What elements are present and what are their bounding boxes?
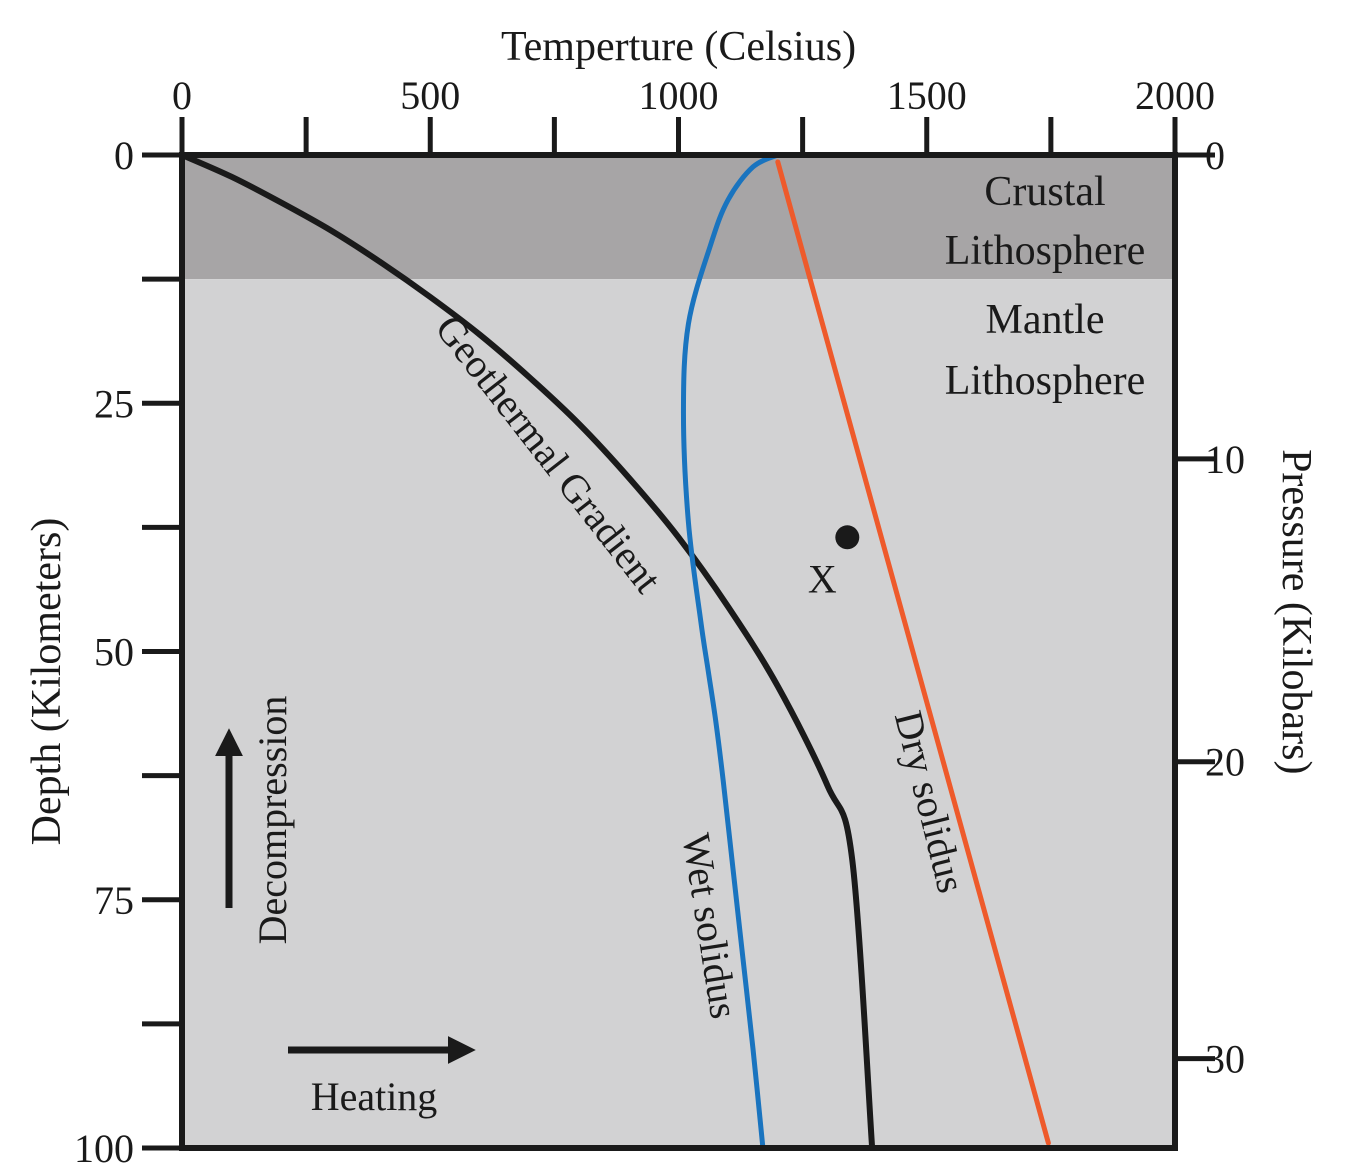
- y-tick-label-4: 100: [74, 1126, 134, 1171]
- x-tick-label-1: 500: [400, 73, 460, 118]
- pressure-axis-title: Pressure (Kilobars): [1273, 449, 1319, 774]
- y-tick-label-2: 50: [94, 630, 134, 675]
- crustal-zone-label-line1: Crustal: [984, 169, 1105, 215]
- crustal-zone-label-line2: Lithosphere: [945, 228, 1146, 274]
- series-line-1: [680, 152, 781, 1151]
- x-tick-label-2: 1000: [639, 73, 719, 118]
- x-tick-label-3: 1500: [887, 73, 967, 118]
- x-tick-label-4: 2000: [1135, 73, 1215, 118]
- decompression-label: Decompression: [250, 696, 295, 945]
- zone-band-1: [182, 279, 1175, 1148]
- pressure-tick-label-3: 30: [1205, 1037, 1245, 1082]
- zone-band-0: [182, 155, 1175, 280]
- pressure-tick-label-1: 10: [1205, 437, 1245, 482]
- pressure-tick-label-2: 20: [1205, 740, 1245, 785]
- pressure-tick-label-0: 0: [1205, 133, 1225, 178]
- x-axis-title: Temperture (Celsius): [501, 24, 856, 70]
- series-line-2: [775, 159, 1051, 1146]
- data-point-label-0: X: [808, 556, 837, 601]
- curves-layer: X: [179, 152, 1051, 1151]
- data-point-0: [835, 525, 860, 550]
- mantle-zone-label-line2: Lithosphere: [945, 358, 1146, 404]
- x-tick-label-0: 0: [172, 73, 192, 118]
- y-tick-label-0: 0: [114, 133, 134, 178]
- heating-label: Heating: [311, 1074, 438, 1119]
- series-line-0: [179, 152, 876, 1151]
- y-tick-label-3: 75: [94, 878, 134, 923]
- y-tick-label-1: 25: [94, 381, 134, 426]
- y-axis-title: Depth (Kilometers): [24, 518, 70, 846]
- mantle-zone-label-line1: Mantle: [986, 297, 1105, 343]
